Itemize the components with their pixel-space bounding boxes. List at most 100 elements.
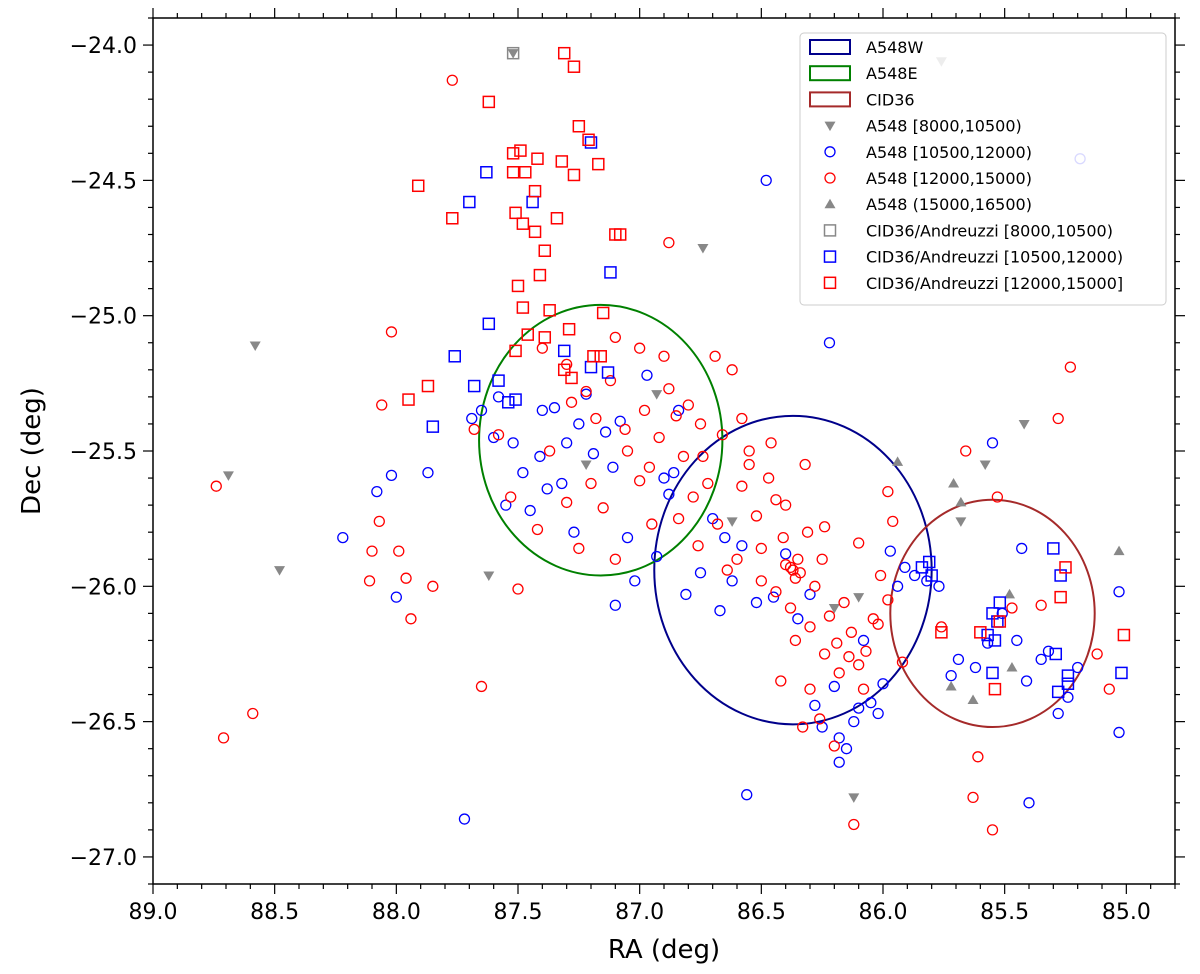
data-point bbox=[607, 461, 619, 473]
data-point bbox=[1049, 647, 1063, 661]
y-axis-title: Dec (deg) bbox=[17, 387, 47, 515]
data-point bbox=[604, 266, 617, 279]
data-point bbox=[979, 460, 991, 471]
data-point bbox=[629, 575, 641, 587]
data-point bbox=[466, 412, 478, 425]
data-point bbox=[709, 350, 721, 362]
data-point bbox=[874, 569, 887, 582]
data-point bbox=[565, 396, 578, 408]
data-point bbox=[1113, 726, 1125, 739]
data-point bbox=[865, 697, 877, 709]
legend-entry: CID36/Andreuzzi [10500,12000) bbox=[823, 248, 1123, 267]
data-point bbox=[468, 423, 480, 436]
legend-label: A548 (15000,16500) bbox=[866, 195, 1032, 214]
data-point bbox=[857, 634, 870, 647]
series-0 bbox=[222, 49, 1030, 803]
legend-entry: CID36 bbox=[809, 90, 915, 109]
data-point bbox=[609, 331, 621, 343]
data-point bbox=[663, 488, 675, 500]
data-point bbox=[828, 680, 840, 693]
data-points bbox=[210, 46, 1131, 836]
data-point bbox=[765, 437, 777, 449]
data-point bbox=[833, 732, 845, 744]
data-point bbox=[967, 694, 979, 704]
data-point bbox=[1047, 542, 1060, 555]
data-point bbox=[1018, 419, 1030, 430]
data-point bbox=[524, 504, 536, 517]
data-point bbox=[743, 445, 755, 457]
data-point bbox=[641, 369, 653, 381]
data-point bbox=[925, 569, 938, 582]
data-point bbox=[609, 599, 621, 611]
x-tick-label: 88.0 bbox=[372, 900, 421, 925]
y-tick-label: −26.5 bbox=[70, 711, 137, 736]
legend: A548W A548E CID36 A548 [8000,10500) A548 [10… bbox=[799, 32, 1167, 306]
data-point bbox=[993, 615, 1007, 628]
legend-entry: A548W bbox=[809, 38, 923, 57]
data-point bbox=[561, 496, 573, 509]
data-point bbox=[677, 450, 690, 463]
data-point bbox=[1054, 590, 1067, 604]
data-point bbox=[561, 437, 573, 449]
data-point bbox=[1113, 586, 1125, 598]
data-point bbox=[823, 610, 836, 622]
data-point bbox=[809, 580, 821, 592]
legend-box bbox=[799, 32, 1167, 306]
data-point bbox=[714, 605, 726, 617]
data-point bbox=[697, 244, 709, 254]
data-point bbox=[853, 593, 865, 603]
data-point bbox=[366, 545, 378, 557]
data-point bbox=[572, 120, 586, 133]
data-point bbox=[922, 555, 936, 569]
data-point bbox=[534, 450, 546, 463]
series-5 bbox=[426, 136, 1128, 699]
data-point bbox=[719, 531, 731, 544]
data-point bbox=[933, 580, 945, 592]
data-point bbox=[514, 144, 527, 157]
data-point bbox=[860, 645, 872, 657]
data-point bbox=[509, 206, 522, 220]
data-point bbox=[619, 423, 631, 436]
data-point bbox=[538, 331, 552, 344]
data-point bbox=[531, 523, 544, 536]
data-point bbox=[767, 591, 780, 603]
axis-tick-labels: 89.0 88.5 88.0 87.5 87.0 86.5 86.0 85.5 85.0 −24.… bbox=[70, 34, 1151, 925]
series-2 bbox=[210, 74, 1115, 836]
data-point bbox=[573, 542, 585, 555]
data-point bbox=[373, 515, 385, 528]
data-point bbox=[507, 437, 519, 449]
data-point bbox=[804, 683, 816, 695]
data-point bbox=[446, 74, 458, 86]
data-point bbox=[658, 350, 670, 362]
data-point bbox=[519, 166, 532, 179]
data-point bbox=[1103, 683, 1115, 695]
series-3 bbox=[892, 456, 1125, 704]
data-point bbox=[247, 707, 259, 720]
data-point bbox=[884, 545, 896, 557]
data-point bbox=[801, 526, 814, 538]
x-tick-label: 85.0 bbox=[1102, 900, 1151, 925]
data-point bbox=[651, 390, 663, 400]
data-point bbox=[646, 518, 658, 530]
legend-label: A548 [10500,12000) bbox=[866, 143, 1032, 162]
data-point bbox=[843, 651, 855, 663]
legend-label: A548W bbox=[866, 38, 923, 57]
data-point bbox=[458, 813, 471, 825]
data-point bbox=[1051, 685, 1065, 699]
data-point bbox=[743, 458, 755, 471]
data-point bbox=[385, 469, 398, 482]
data-point bbox=[848, 818, 860, 831]
legend-swatch bbox=[809, 91, 851, 108]
data-point bbox=[506, 46, 520, 60]
data-point bbox=[590, 412, 602, 425]
legend-marker bbox=[824, 121, 836, 132]
data-point bbox=[492, 374, 505, 387]
legend-marker bbox=[823, 250, 837, 263]
data-point bbox=[1004, 588, 1016, 599]
data-point bbox=[446, 212, 459, 225]
data-point bbox=[1091, 648, 1103, 660]
data-point bbox=[1035, 653, 1047, 666]
y-tick-label: −27.0 bbox=[70, 846, 137, 871]
data-point bbox=[393, 545, 405, 557]
data-point bbox=[274, 566, 286, 576]
